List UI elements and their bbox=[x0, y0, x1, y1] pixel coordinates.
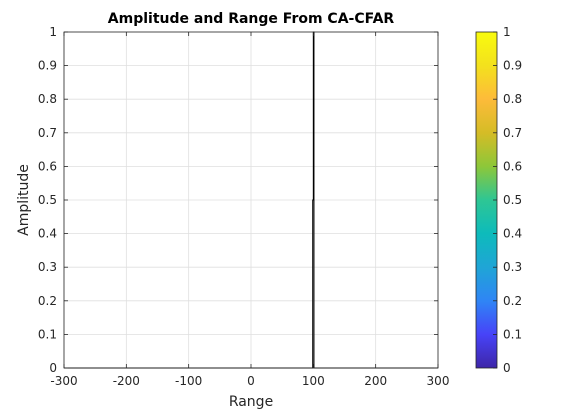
x-axis-label: Range bbox=[229, 394, 273, 410]
y-tick-label: 1 bbox=[49, 25, 57, 39]
x-tick-label: -100 bbox=[175, 374, 202, 388]
colorbar-tick-label: 0.1 bbox=[503, 327, 522, 341]
x-tick-label: 100 bbox=[302, 374, 325, 388]
colorbar-tick-label: 0.2 bbox=[503, 294, 522, 308]
y-tick-label: 0.4 bbox=[38, 227, 57, 241]
colorbar-tick-label: 0.4 bbox=[503, 227, 522, 241]
y-tick-label: 0.2 bbox=[38, 294, 57, 308]
grid bbox=[64, 32, 438, 368]
colorbar-tick-label: 1 bbox=[503, 25, 511, 39]
y-tick-label: 0.7 bbox=[38, 126, 57, 140]
colorbar-tick-label: 0.9 bbox=[503, 59, 522, 73]
colorbar-tick-label: 0.8 bbox=[503, 92, 522, 106]
x-tick-label: 0 bbox=[247, 374, 255, 388]
x-tick-label: 300 bbox=[427, 374, 450, 388]
x-tick-label: -300 bbox=[50, 374, 77, 388]
y-tick-label: 0.5 bbox=[38, 193, 57, 207]
colorbar-tick-label: 0.3 bbox=[503, 260, 522, 274]
y-tick-label: 0.8 bbox=[38, 92, 57, 106]
y-axis-label: Amplitude bbox=[16, 164, 32, 236]
y-tick-label: 0.9 bbox=[38, 59, 57, 73]
colorbar-tick-label: 0.7 bbox=[503, 126, 522, 140]
y-tick-label: 0.6 bbox=[38, 159, 57, 173]
x-tick-label: -200 bbox=[113, 374, 140, 388]
y-tick-label: 0.3 bbox=[38, 260, 57, 274]
colorbar-tick-label: 0.5 bbox=[503, 193, 522, 207]
colorbar-tick-label: 0 bbox=[503, 361, 511, 375]
y-tick-label: 0.1 bbox=[38, 327, 57, 341]
x-tick-label: 200 bbox=[364, 374, 387, 388]
y-tick-label: 0 bbox=[49, 361, 57, 375]
colorbar-tick-label: 0.6 bbox=[503, 159, 522, 173]
chart-title: Amplitude and Range From CA-CFAR bbox=[108, 11, 395, 27]
